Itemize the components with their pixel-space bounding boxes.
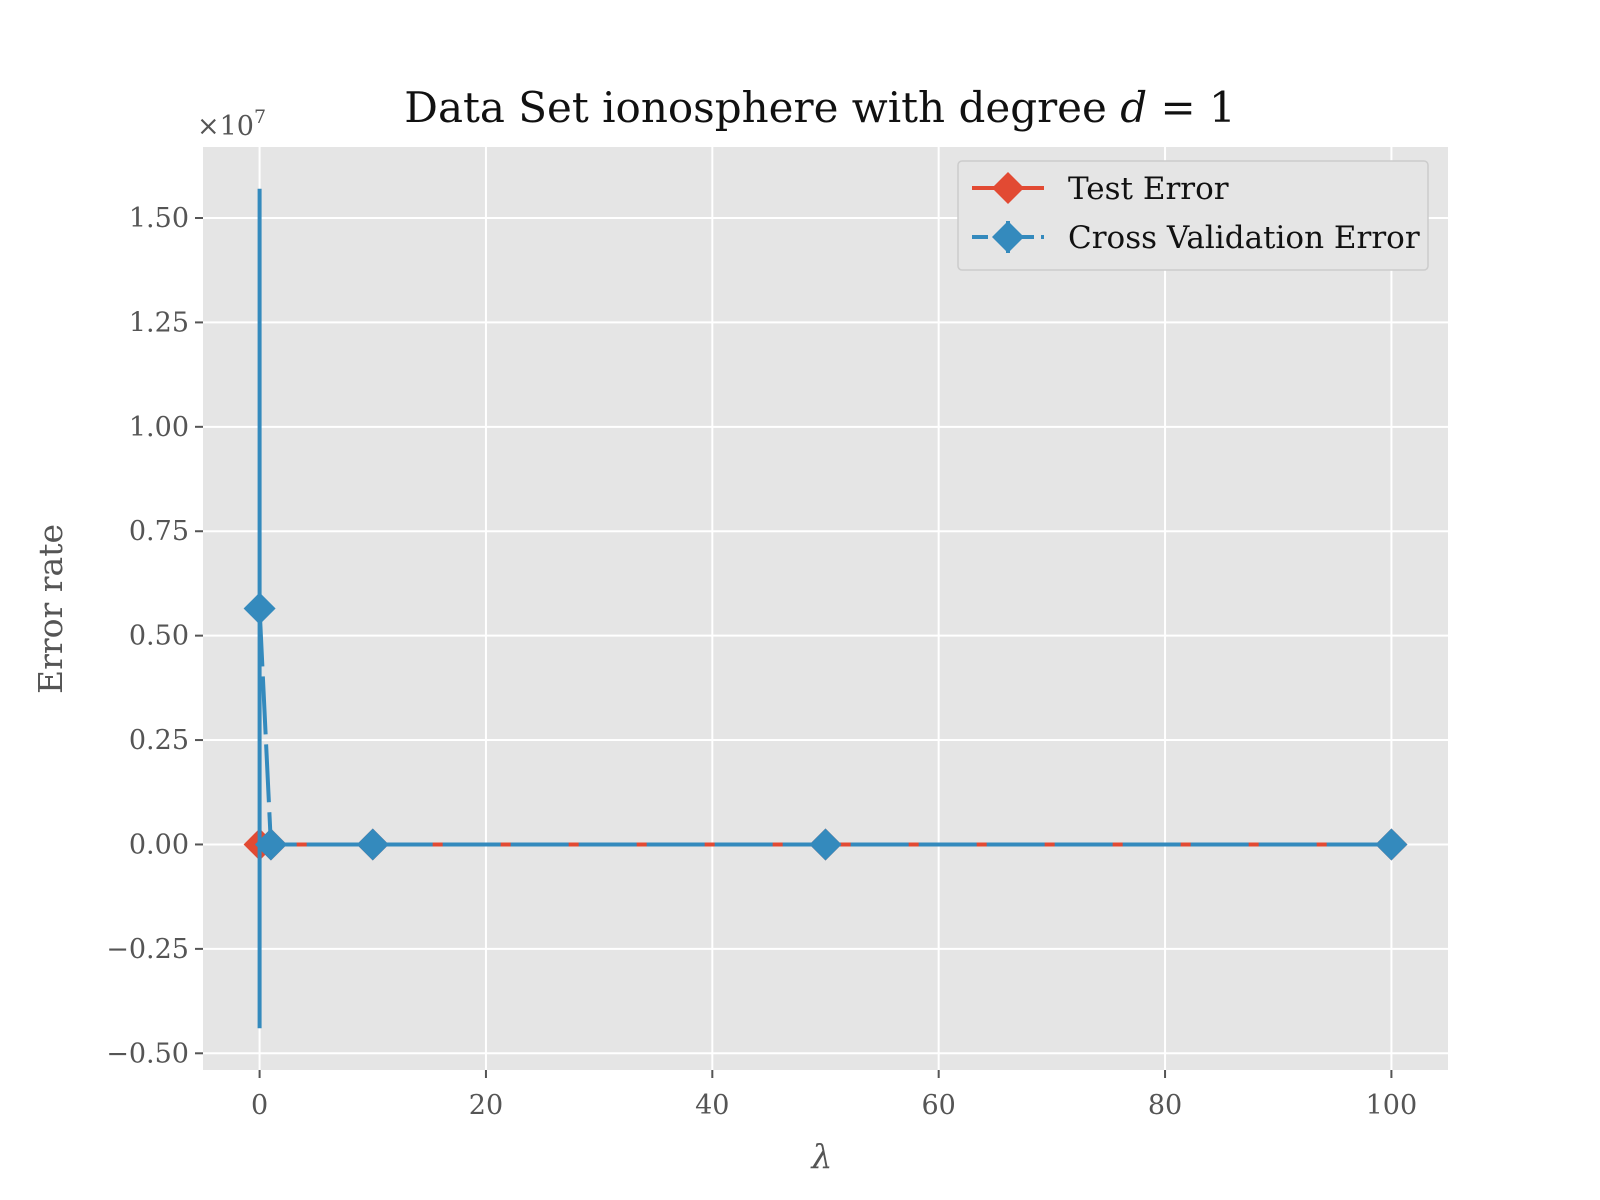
series-layer: [243, 188, 1408, 1029]
y-tick-label: 1.25: [129, 307, 189, 338]
y-tick-label: 0.25: [129, 725, 189, 756]
y-tick-label: 0.00: [129, 829, 189, 860]
x-axis-label: λ: [810, 1137, 833, 1176]
cv-error-point: [1375, 828, 1408, 861]
legend-test-error-label: Test Error: [1068, 171, 1229, 207]
legend: Test Error Cross Validation Error: [957, 160, 1429, 271]
x-tick-label: 60: [922, 1090, 956, 1121]
legend-cv-error-marker: [992, 221, 1024, 253]
y-tick-label: 0.75: [129, 516, 189, 547]
plot-background: [203, 147, 1448, 1070]
y-tick-label: 1.50: [129, 203, 189, 234]
grid: [203, 147, 1448, 1070]
x-tick-label: 100: [1366, 1090, 1418, 1121]
x-tick-label: 40: [695, 1090, 729, 1121]
y-tick-label: −0.25: [106, 934, 189, 965]
y-tick-label: 0.50: [129, 621, 189, 652]
legend-test-error-marker: [992, 172, 1024, 204]
x-tick-label: 0: [251, 1090, 268, 1121]
y-offset-label: ×107: [197, 106, 266, 142]
x-tick-label: 20: [469, 1090, 503, 1121]
cv-error-line: [257, 608, 1392, 847]
x-tick-label: 80: [1148, 1090, 1182, 1121]
y-tick-label: −0.50: [106, 1038, 189, 1069]
axis-ticks: 0 20 40 60 80 100 −0.50 −0.25 0.00 0.25 0.50 0.75 1.…: [106, 203, 1417, 1121]
y-axis-label: Error rate: [31, 524, 70, 694]
cv-error-point: [356, 828, 389, 861]
chart-title: Data Set ionosphere with degree d = 1: [404, 83, 1235, 132]
cv-error-point: [809, 828, 842, 861]
legend-cv-error-label: Cross Validation Error: [1068, 220, 1420, 256]
cv-error-point: [243, 592, 276, 625]
legend-box: [957, 160, 1429, 271]
y-tick-label: 1.00: [129, 412, 189, 443]
cv-error-point: [254, 828, 287, 861]
